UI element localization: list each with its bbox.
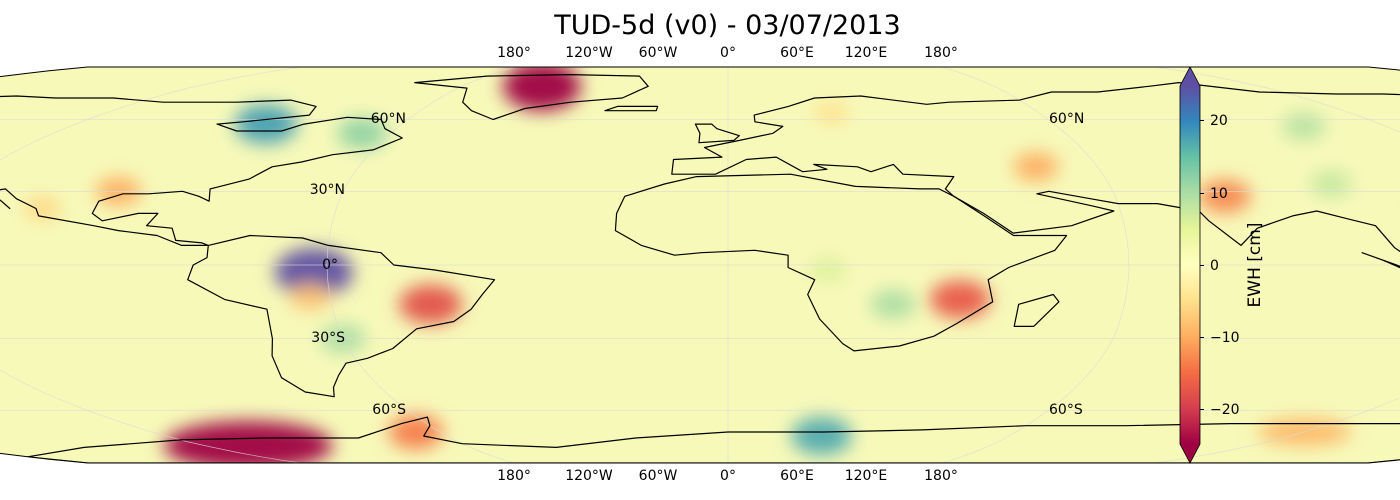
lon-label-bottom-120e: 120°E xyxy=(844,468,888,484)
colorbar-tick-mark xyxy=(1200,409,1204,410)
coastline-2 xyxy=(187,234,496,398)
lon-label-bottom-0: 0° xyxy=(720,468,736,484)
coastline-0 xyxy=(0,95,403,246)
colorbar-tick-neg10: −10 xyxy=(1210,330,1240,346)
lat-label-left-0: 0° xyxy=(322,257,338,273)
anomaly-greenland xyxy=(502,67,581,111)
colorbar xyxy=(1179,66,1201,464)
lon-label-top-120e: 120°E xyxy=(844,45,888,61)
lon-label-bottom-60w: 60°W xyxy=(638,468,678,484)
lat-label-right-60s: 60°S xyxy=(1049,402,1083,418)
map-title: TUD-5d (v0) - 03/07/2013 xyxy=(554,10,901,41)
anomaly-scandinavia xyxy=(814,102,849,124)
coastline-13 xyxy=(604,105,659,112)
lon-label-top-180w: 180° xyxy=(497,45,531,61)
lon-label-top-60w: 60°W xyxy=(638,45,678,61)
anomaly-mozambique xyxy=(929,280,991,319)
lat-label-left-30n: 30°N xyxy=(309,182,345,198)
coastline-9 xyxy=(1361,252,1400,281)
anomaly-bolivia xyxy=(289,284,331,310)
anomaly-dronning-maud-land xyxy=(791,417,852,455)
lon-label-top-60e: 60°E xyxy=(780,45,814,61)
colorbar-tick-mark xyxy=(1200,120,1204,121)
colorbar-tick-neg20: −20 xyxy=(1210,402,1240,418)
anomaly-hudson-bay xyxy=(234,104,298,144)
lat-label-right-60n: 60°N xyxy=(1049,111,1085,127)
anomaly-north-india xyxy=(1198,180,1251,213)
colorbar-label: EWH [cm] xyxy=(1245,222,1265,308)
anomaly-caspian xyxy=(1013,152,1059,182)
anomaly-west-antarctica xyxy=(163,421,333,463)
lat-label-left-60n: 60°N xyxy=(370,111,406,127)
map-boundary xyxy=(0,66,1400,464)
coastlines xyxy=(0,74,1400,463)
anomaly-southeast-brazil xyxy=(399,284,463,324)
lon-label-bottom-60e: 60°E xyxy=(780,468,814,484)
coastline-5 xyxy=(671,82,1400,264)
lon-label-bottom-120w: 120°W xyxy=(565,468,613,484)
anomaly-zambezi xyxy=(870,290,916,319)
lon-label-bottom-180w: 180° xyxy=(497,468,531,484)
colorbar-tick-mark xyxy=(1200,265,1204,266)
coastline-6 xyxy=(694,123,740,144)
anomaly-siberia xyxy=(1282,112,1326,140)
lon-label-top-120w: 120°W xyxy=(565,45,613,61)
ewh-anomaly-field xyxy=(24,67,1352,463)
colorbar-extend-bottom xyxy=(1180,444,1200,463)
anomaly-tibet xyxy=(1310,171,1352,197)
lon-label-top-180e: 180° xyxy=(924,45,958,61)
coastline-3 xyxy=(614,173,1068,352)
colorbar-tick-0: 0 xyxy=(1210,258,1219,274)
colorbar-outline xyxy=(1179,66,1201,464)
lat-label-left-30s: 30°S xyxy=(311,330,345,346)
graticule xyxy=(0,67,1400,463)
lon-label-bottom-180e: 180° xyxy=(924,468,958,484)
colorbar-tick-10: 10 xyxy=(1210,186,1228,202)
coastline-4 xyxy=(1013,293,1060,327)
coastline-14 xyxy=(27,416,1400,463)
colorbar-tick-mark xyxy=(1200,337,1204,338)
coastline-1 xyxy=(414,74,649,121)
colorbar-tick-mark xyxy=(1200,193,1204,194)
colorbar-extend-top xyxy=(1180,67,1200,86)
lon-label-top-0: 0° xyxy=(720,45,736,61)
colorbar-bar xyxy=(1180,86,1200,444)
lat-label-left-60s: 60°S xyxy=(372,402,406,418)
anomaly-labrador xyxy=(337,117,388,149)
anomaly-amazon xyxy=(274,248,353,297)
anomaly-congo xyxy=(809,258,847,282)
colorbar-tick-20: 20 xyxy=(1210,113,1228,129)
anomaly-mexico xyxy=(24,196,61,221)
